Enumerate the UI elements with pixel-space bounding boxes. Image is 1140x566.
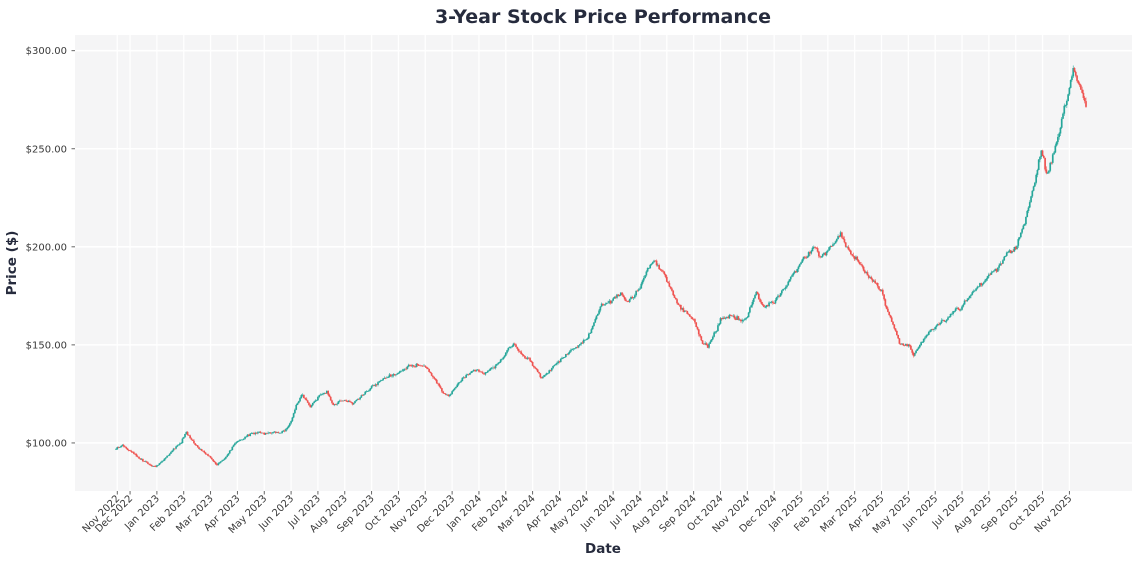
- y-axis-label: Price ($): [4, 231, 20, 296]
- svg-text:$150.00: $150.00: [26, 340, 67, 351]
- candles-layer: [115, 65, 1087, 468]
- x-axis-label: Date: [585, 541, 621, 557]
- svg-text:$300.00: $300.00: [26, 46, 67, 57]
- svg-text:$100.00: $100.00: [26, 438, 67, 449]
- svg-text:$200.00: $200.00: [26, 242, 67, 253]
- chart-title: 3-Year Stock Price Performance: [435, 6, 771, 28]
- y-axis-ticks: $100.00 $150.00 $200.00 $250.00 $300.00: [26, 46, 75, 449]
- svg-text:$250.00: $250.00: [26, 144, 67, 155]
- plot-background: [75, 35, 1132, 491]
- grid-layer: [75, 35, 1132, 491]
